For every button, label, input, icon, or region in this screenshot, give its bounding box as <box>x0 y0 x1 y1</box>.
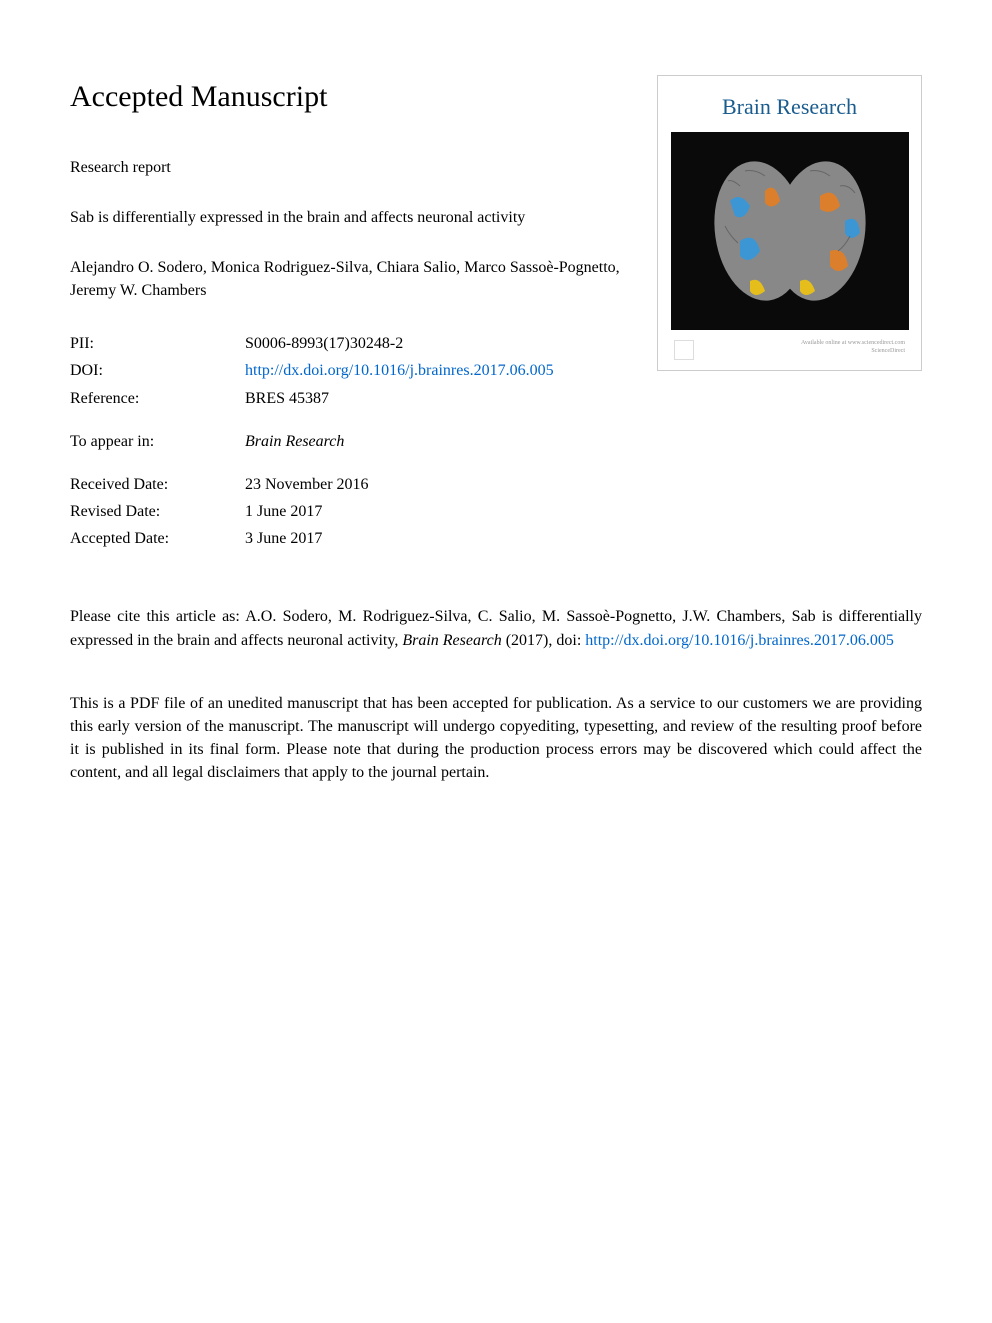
disclaimer-block: This is a PDF file of an unedited manusc… <box>70 692 922 785</box>
metadata-label: DOI: <box>70 357 245 384</box>
cover-footer: Available online at www.sciencedirect.co… <box>666 340 913 360</box>
citation-doi-link[interactable]: http://dx.doi.org/10.1016/j.brainres.201… <box>585 632 894 649</box>
metadata-value: 3 June 2017 <box>245 525 637 552</box>
header-section: Accepted Manuscript Research report Sab … <box>70 80 922 580</box>
cover-footer-line1: Available online at www.sciencedirect.co… <box>801 340 905 348</box>
metadata-row-accepted: Accepted Date: 3 June 2017 <box>70 525 637 552</box>
publisher-logo-icon <box>674 340 694 360</box>
spacer <box>70 412 637 428</box>
article-title: Sab is differentially expressed in the b… <box>70 207 637 229</box>
metadata-table: PII: S0006-8993(17)30248-2 DOI: http://d… <box>70 330 637 552</box>
metadata-label: Received Date: <box>70 471 245 498</box>
metadata-label: Reference: <box>70 385 245 412</box>
metadata-label: PII: <box>70 330 245 357</box>
metadata-row-received: Received Date: 23 November 2016 <box>70 471 637 498</box>
cover-footer-text: Available online at www.sciencedirect.co… <box>801 340 905 360</box>
journal-cover-title: Brain Research <box>722 94 857 120</box>
metadata-row-revised: Revised Date: 1 June 2017 <box>70 498 637 525</box>
metadata-value: 23 November 2016 <box>245 471 637 498</box>
journal-cover: Brain Research <box>657 75 922 371</box>
brain-icon <box>690 151 890 311</box>
metadata-label: Accepted Date: <box>70 525 245 552</box>
citation-block: Please cite this article as: A.O. Sodero… <box>70 605 922 651</box>
doi-link[interactable]: http://dx.doi.org/10.1016/j.brainres.201… <box>245 362 554 379</box>
page-title: Accepted Manuscript <box>70 80 637 114</box>
citation-journal: Brain Research <box>402 632 501 649</box>
metadata-row-pii: PII: S0006-8993(17)30248-2 <box>70 330 637 357</box>
metadata-row-appear: To appear in: Brain Research <box>70 428 637 455</box>
metadata-value: 1 June 2017 <box>245 498 637 525</box>
metadata-value: Brain Research <box>245 428 637 455</box>
metadata-label: To appear in: <box>70 428 245 455</box>
spacer <box>70 455 637 471</box>
metadata-value: BRES 45387 <box>245 385 637 412</box>
metadata-row-reference: Reference: BRES 45387 <box>70 385 637 412</box>
journal-cover-image <box>671 132 909 330</box>
authors-list: Alejandro O. Sodero, Monica Rodriguez-Si… <box>70 257 637 302</box>
article-type: Research report <box>70 159 637 177</box>
main-content: Accepted Manuscript Research report Sab … <box>70 80 637 580</box>
metadata-value: S0006-8993(17)30248-2 <box>245 330 637 357</box>
metadata-label: Revised Date: <box>70 498 245 525</box>
metadata-value: http://dx.doi.org/10.1016/j.brainres.201… <box>245 357 637 384</box>
cover-footer-line2: ScienceDirect <box>801 348 905 356</box>
citation-year: (2017), doi: <box>502 632 586 649</box>
metadata-row-doi: DOI: http://dx.doi.org/10.1016/j.brainre… <box>70 357 637 384</box>
